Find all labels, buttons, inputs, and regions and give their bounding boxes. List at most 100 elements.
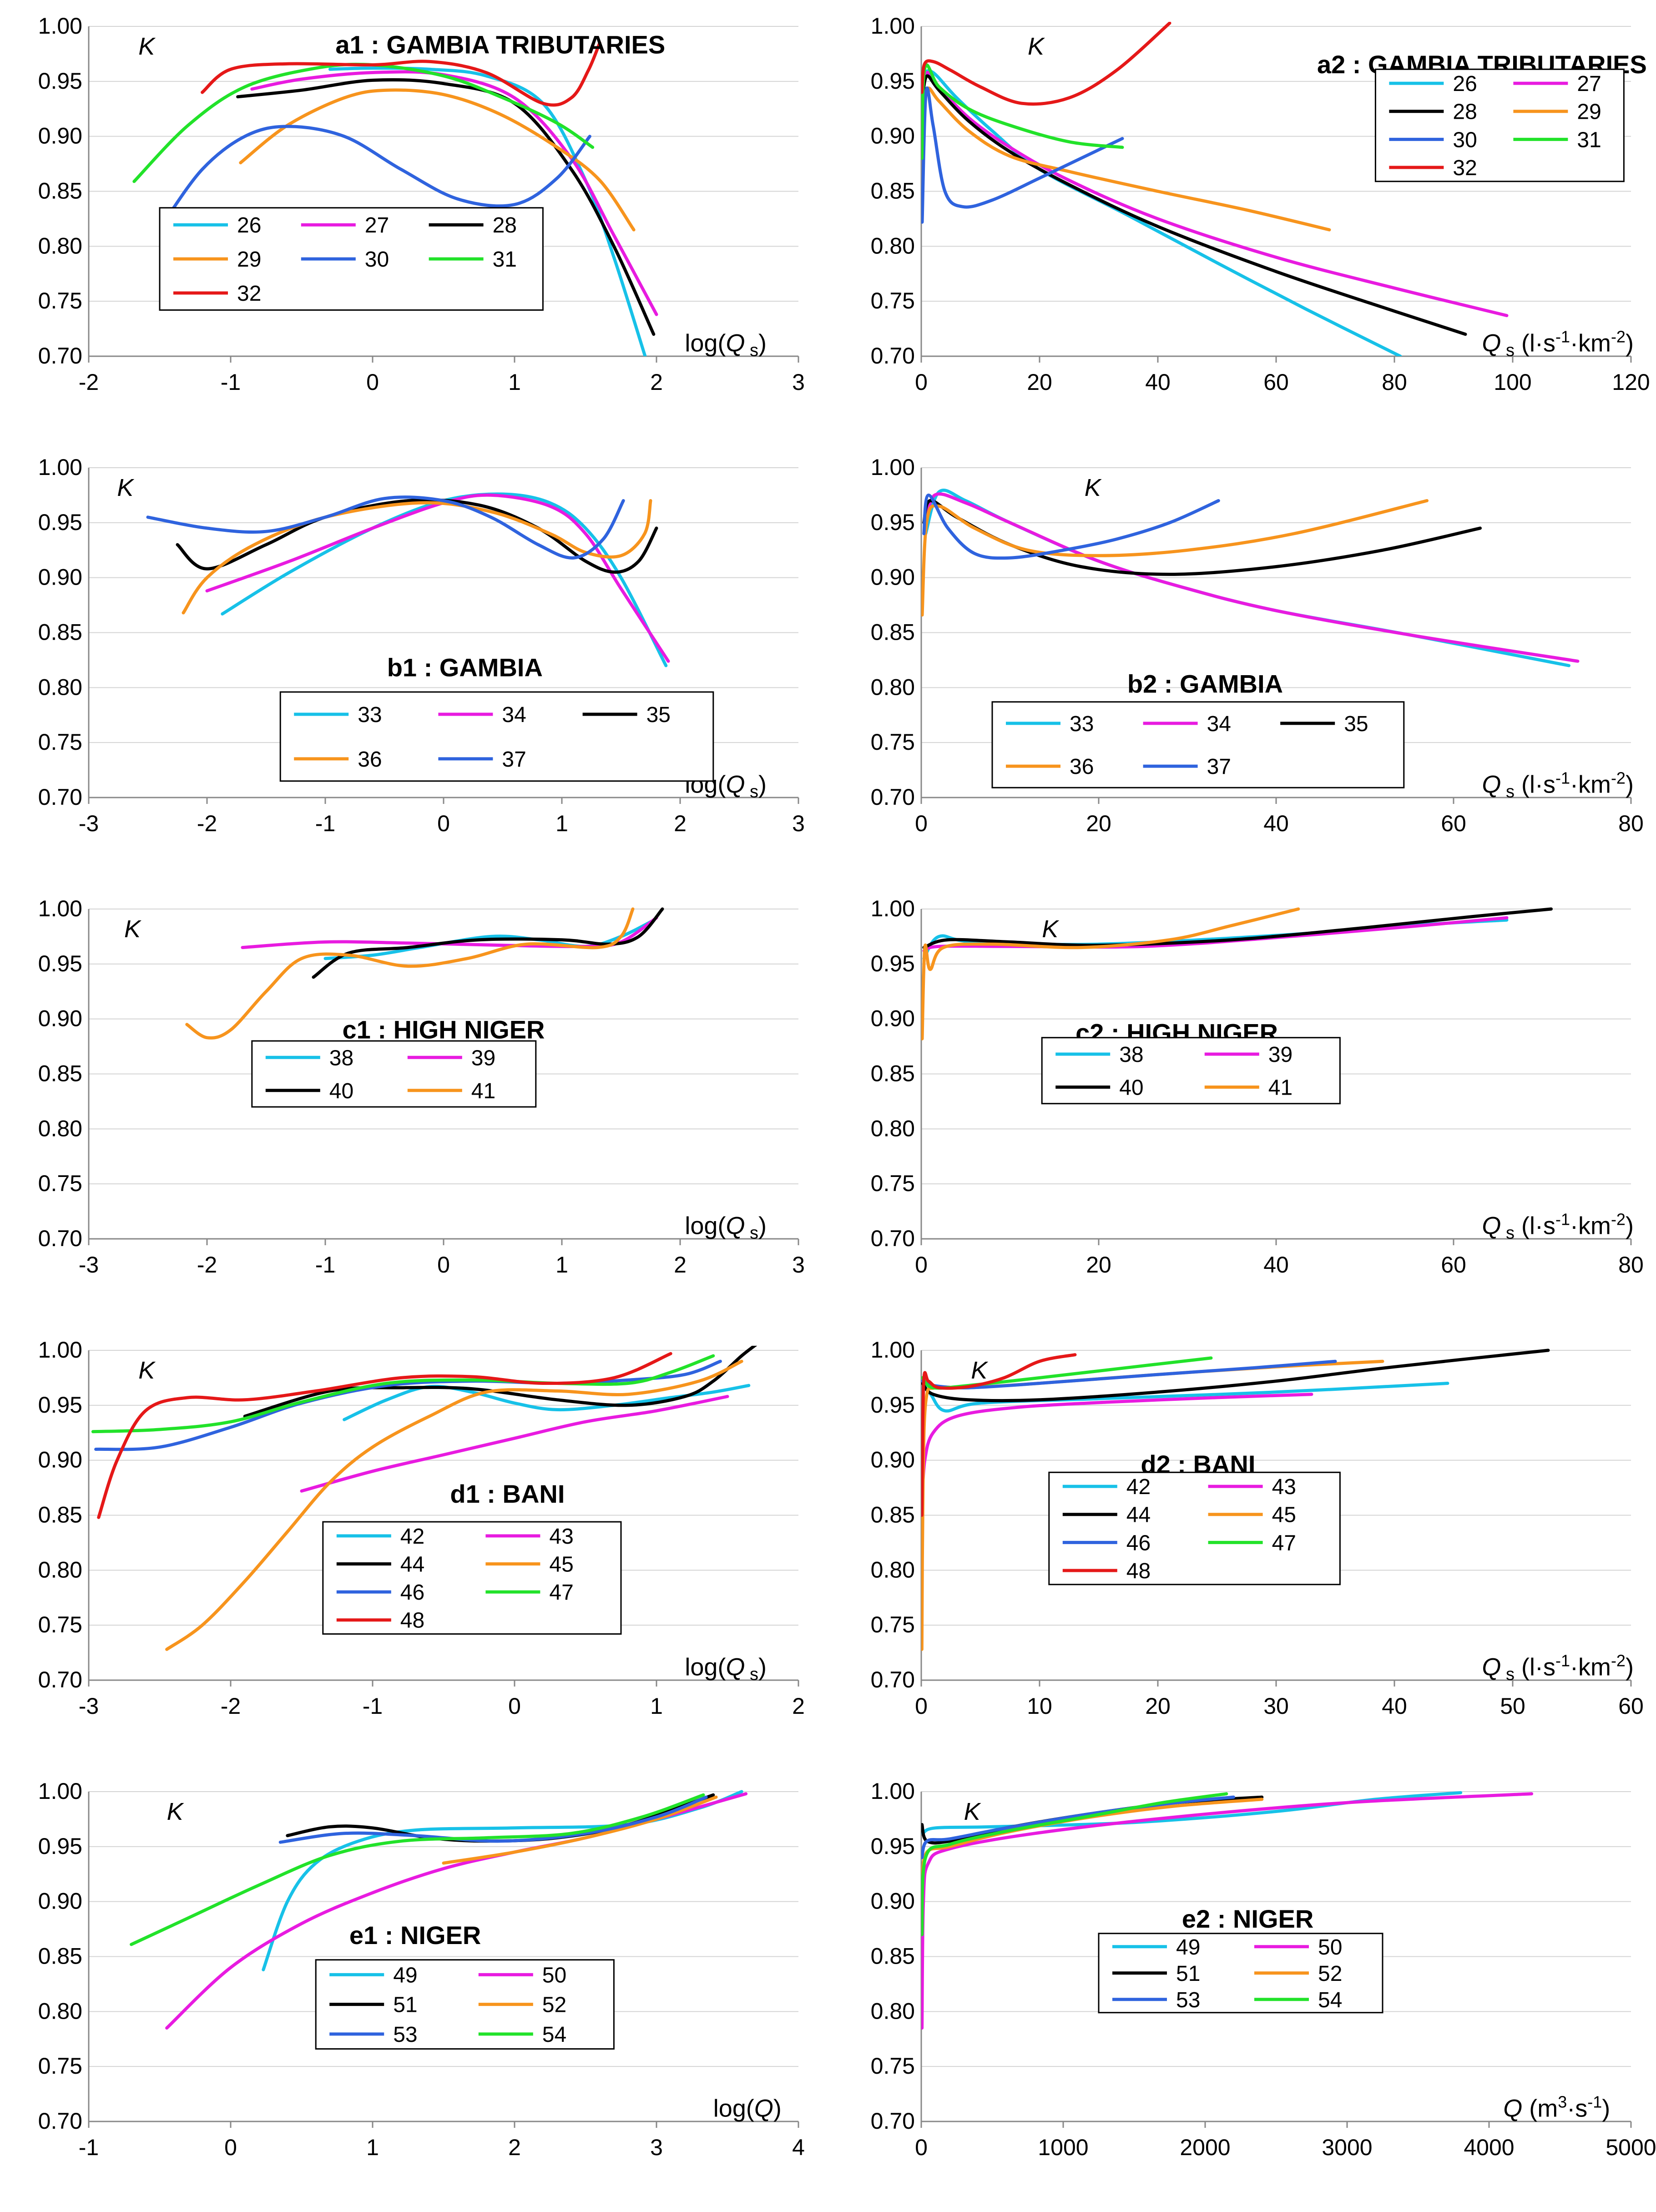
ytick-label-c2-3: 0.85 bbox=[871, 1061, 915, 1086]
series-line-a1-30 bbox=[162, 125, 591, 224]
ylabel-d1: K bbox=[138, 1357, 156, 1384]
xtick-label-b1-5: 2 bbox=[674, 811, 687, 836]
ytick-label-c1-5: 0.95 bbox=[38, 951, 82, 976]
xtick-label-e1-1: 0 bbox=[224, 2135, 237, 2160]
legend-label-e2-52: 52 bbox=[1318, 1962, 1342, 1986]
legend-label-c2-41: 41 bbox=[1268, 1076, 1292, 1100]
xtick-label-b2-4: 80 bbox=[1618, 811, 1644, 836]
series-group-d1 bbox=[91, 1346, 757, 1651]
xtick-label-a1-2: 0 bbox=[366, 369, 379, 395]
series-line-e2-53 bbox=[921, 1795, 1235, 1859]
xtick-label-c2-3: 60 bbox=[1441, 1252, 1466, 1278]
legend-label-a1-29: 29 bbox=[237, 247, 261, 272]
ytick-label-e2-1: 0.75 bbox=[871, 2053, 915, 2079]
ylabel-c2: K bbox=[1042, 915, 1059, 943]
ytick-label-b1-2: 0.80 bbox=[38, 674, 82, 700]
ytick-label-d1-1: 0.75 bbox=[38, 1612, 82, 1637]
chart-title-a1: a1 : GAMBIA TRIBUTARIES bbox=[335, 30, 665, 59]
legend-label-b1-34: 34 bbox=[502, 703, 526, 727]
legend-label-a2-26: 26 bbox=[1453, 72, 1477, 96]
ytick-label-c1-0: 0.70 bbox=[38, 1226, 82, 1251]
legend-label-e1-53: 53 bbox=[393, 2023, 417, 2047]
legend-label-c2-38: 38 bbox=[1119, 1043, 1143, 1067]
legend-label-a1-28: 28 bbox=[493, 213, 517, 237]
legend-label-a1-30: 30 bbox=[365, 247, 389, 272]
legend-label-a2-31: 31 bbox=[1577, 128, 1601, 152]
legend-label-d2-45: 45 bbox=[1272, 1503, 1296, 1527]
series-line-d2-48 bbox=[921, 1353, 1077, 1517]
xtick-label-a1-3: 1 bbox=[508, 369, 521, 395]
legend-label-d2-46: 46 bbox=[1126, 1531, 1151, 1555]
xtick-label-e1-3: 2 bbox=[508, 2135, 521, 2160]
ytick-label-d1-5: 0.95 bbox=[38, 1392, 82, 1418]
ytick-label-d1-0: 0.70 bbox=[38, 1667, 82, 1692]
xtick-label-a2-5: 100 bbox=[1494, 369, 1531, 395]
ytick-label-d2-0: 0.70 bbox=[871, 1667, 915, 1692]
series-group-c2 bbox=[921, 907, 1553, 1040]
ytick-label-c1-2: 0.80 bbox=[38, 1116, 82, 1141]
xtick-label-c2-1: 20 bbox=[1086, 1252, 1111, 1278]
xtick-label-b2-2: 40 bbox=[1263, 811, 1289, 836]
ytick-label-c1-3: 0.85 bbox=[38, 1061, 82, 1086]
ytick-label-a2-5: 0.95 bbox=[871, 68, 915, 94]
legend-label-a1-26: 26 bbox=[237, 213, 261, 237]
xtick-label-d2-4: 40 bbox=[1382, 1693, 1407, 1719]
xtick-label-c1-2: -1 bbox=[315, 1252, 335, 1278]
legend-label-d1-42: 42 bbox=[400, 1525, 424, 1549]
xtick-label-d1-5: 2 bbox=[792, 1693, 805, 1719]
ytick-label-a2-2: 0.80 bbox=[871, 233, 915, 258]
xtick-label-c2-4: 80 bbox=[1618, 1252, 1644, 1278]
series-line-d1-45 bbox=[165, 1359, 743, 1651]
xlabel-c1: log(Q s) bbox=[685, 1212, 767, 1242]
chart-panel-b2: 0.70 0.75 0.80 0.85 0.90 0.95 1.00 0 20 40 60 80 b2 … bbox=[871, 455, 1644, 836]
ytick-label-c1-1: 0.75 bbox=[38, 1171, 82, 1196]
ytick-label-c2-5: 0.95 bbox=[871, 951, 915, 976]
ytick-label-b2-3: 0.85 bbox=[871, 620, 915, 645]
ytick-label-e1-1: 0.75 bbox=[38, 2053, 82, 2079]
legend-label-e1-50: 50 bbox=[542, 1963, 566, 1987]
legend-label-d2-47: 47 bbox=[1272, 1531, 1296, 1555]
ytick-label-e2-0: 0.70 bbox=[871, 2108, 915, 2134]
ytick-label-b1-6: 1.00 bbox=[38, 455, 82, 480]
series-line-b2-34 bbox=[924, 492, 1580, 663]
series-group-a1 bbox=[132, 41, 658, 356]
xtick-label-c2-2: 40 bbox=[1263, 1252, 1289, 1278]
xtick-label-b1-0: -3 bbox=[79, 811, 99, 836]
series-line-a2-30 bbox=[921, 86, 1124, 224]
ytick-label-a1-2: 0.80 bbox=[38, 233, 82, 258]
xtick-label-d1-4: 1 bbox=[650, 1693, 663, 1719]
legend-label-b2-34: 34 bbox=[1207, 712, 1231, 736]
series-line-b2-36 bbox=[921, 499, 1429, 617]
xtick-label-d2-1: 10 bbox=[1027, 1693, 1052, 1719]
xtick-label-a2-2: 40 bbox=[1145, 369, 1171, 395]
xtick-label-e1-0: -1 bbox=[79, 2135, 99, 2160]
ytick-label-d2-5: 0.95 bbox=[871, 1392, 915, 1418]
xlabel-d1: log(Q s) bbox=[685, 1653, 767, 1684]
xtick-label-d2-3: 30 bbox=[1263, 1693, 1289, 1719]
legend-box-c1 bbox=[251, 1040, 537, 1108]
legend-label-b2-35: 35 bbox=[1344, 712, 1368, 736]
series-line-a2-32 bbox=[921, 22, 1171, 106]
series-group-b2 bbox=[921, 488, 1580, 667]
legend-label-b1-33: 33 bbox=[358, 703, 382, 727]
legend-label-b2-33: 33 bbox=[1070, 712, 1094, 736]
series-line-c2-39 bbox=[922, 916, 1509, 953]
ytick-label-e2-2: 0.80 bbox=[871, 1998, 915, 2024]
series-line-a1-27 bbox=[250, 70, 658, 316]
ytick-label-b2-4: 0.90 bbox=[871, 565, 915, 590]
series-group-b1 bbox=[146, 492, 670, 667]
legend-label-d2-44: 44 bbox=[1126, 1503, 1151, 1527]
xtick-label-d1-1: -2 bbox=[221, 1693, 241, 1719]
series-line-b1-33 bbox=[221, 492, 668, 667]
xtick-label-e2-1: 1000 bbox=[1038, 2135, 1088, 2160]
ylabel-e2: K bbox=[964, 1798, 981, 1825]
ytick-label-e1-0: 0.70 bbox=[38, 2108, 82, 2134]
xtick-label-a2-3: 60 bbox=[1263, 369, 1289, 395]
legend-box-d2 bbox=[1048, 1471, 1341, 1586]
ytick-label-b1-0: 0.70 bbox=[38, 784, 82, 810]
legend-label-e2-50: 50 bbox=[1318, 1935, 1342, 1959]
xtick-label-e2-4: 4000 bbox=[1464, 2135, 1514, 2160]
ytick-label-b2-1: 0.75 bbox=[871, 729, 915, 755]
legend-label-e1-49: 49 bbox=[393, 1963, 417, 1987]
